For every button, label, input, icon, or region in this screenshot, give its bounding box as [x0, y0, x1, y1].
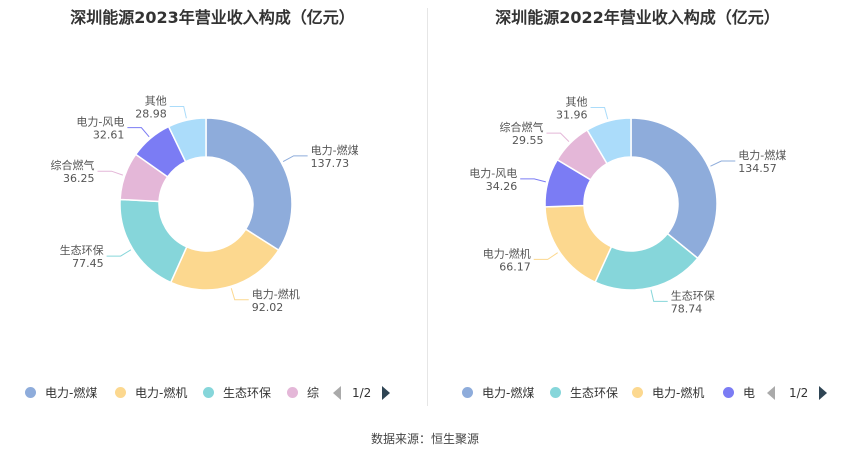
slice-value-label: 66.17	[499, 260, 531, 273]
slice-label: 其他	[145, 95, 167, 108]
legend-label: 电力-燃机	[652, 386, 705, 400]
label-leader-line	[590, 107, 609, 120]
legend: 电力-燃煤 生态环保 电力-燃机 电 1/2	[425, 384, 850, 402]
slice-value-label: 32.61	[93, 129, 125, 142]
legend-label: 生态环保	[570, 386, 619, 400]
slice-value-label: 134.57	[738, 162, 777, 175]
slice-value-label: 28.98	[135, 108, 167, 121]
chart-title: 深圳能源2022年营业收入构成（亿元）	[495, 8, 780, 27]
label-leader-line	[546, 132, 570, 142]
slice-value-label: 29.55	[512, 134, 544, 147]
label-leader-line	[710, 160, 736, 167]
legend: 电力-燃煤 电力-燃机 生态环保 综 1/2	[0, 384, 425, 402]
label-leader-line	[127, 127, 150, 138]
slice-label: 电力-风电	[76, 116, 124, 129]
pie-slice[interactable]	[586, 117, 632, 165]
label-leader-line	[520, 178, 546, 183]
legend-prev-icon[interactable]	[767, 386, 775, 400]
legend-pager: 1/2	[330, 384, 400, 402]
label-leader-line	[650, 289, 668, 302]
slice-value-label: 92.02	[252, 301, 284, 314]
pie-slice[interactable]	[167, 117, 207, 163]
label-leader-line	[282, 155, 308, 163]
legend-marker	[203, 387, 214, 398]
legend-marker	[115, 387, 126, 398]
legend-next-icon[interactable]	[819, 386, 827, 400]
legend-marker	[462, 387, 473, 398]
legend-item[interactable]: 电力-燃煤	[462, 384, 542, 402]
legend-pager: 1/2	[767, 384, 837, 402]
slice-label: 电力-燃煤	[311, 143, 359, 157]
slice-label: 综合燃气	[51, 158, 95, 172]
legend-label: 综	[307, 386, 320, 400]
legend-marker	[550, 387, 561, 398]
slice-label: 电力-风电	[469, 167, 517, 180]
legend-marker	[25, 387, 36, 398]
legend-item[interactable]: 生态环保	[203, 384, 283, 402]
legend-item[interactable]: 综	[287, 384, 327, 402]
slice-value-label: 34.26	[486, 180, 518, 193]
slice-label: 综合燃气	[499, 120, 543, 134]
legend-item[interactable]: 电力-燃机	[632, 384, 712, 402]
legend-next-icon[interactable]	[382, 386, 390, 400]
legend-page-indicator: 1/2	[789, 386, 809, 400]
legend-marker	[723, 387, 734, 398]
legend-marker	[632, 387, 643, 398]
label-leader-line	[106, 249, 132, 257]
legend-label: 电	[743, 386, 756, 400]
label-leader-line	[230, 288, 249, 301]
pie-slice[interactable]	[205, 117, 293, 252]
legend-item[interactable]: 电	[723, 384, 763, 402]
slice-label: 电力-燃机	[483, 246, 531, 260]
slice-value-label: 36.25	[63, 172, 95, 185]
pie-slice[interactable]	[630, 117, 718, 260]
label-leader-line	[169, 106, 187, 119]
legend-label: 电力-燃煤	[482, 386, 535, 400]
chart-panel-2022: 深圳能源2022年营业收入构成（亿元） 电力-燃煤 134.57 生态环保 78.74…	[425, 0, 850, 410]
slice-value-label: 137.73	[311, 157, 350, 170]
chart-panel-2023: 深圳能源2023年营业收入构成（亿元） 电力-燃煤 137.73 电力-燃机 92.0…	[0, 0, 425, 410]
panel-divider	[427, 8, 428, 406]
chart-title: 深圳能源2023年营业收入构成（亿元）	[70, 8, 355, 27]
slice-value-label: 78.74	[671, 302, 703, 315]
slice-value-label: 77.45	[72, 257, 104, 270]
legend-label: 电力-燃煤	[45, 386, 98, 400]
label-leader-line	[97, 170, 124, 176]
slice-label: 电力-燃机	[252, 287, 300, 301]
label-leader-line	[533, 252, 558, 260]
slice-label: 其他	[566, 96, 588, 109]
legend-item[interactable]: 生态环保	[550, 384, 630, 402]
slice-label: 电力-燃煤	[738, 148, 786, 162]
slice-label: 生态环保	[60, 243, 104, 257]
legend-item[interactable]: 电力-燃煤	[25, 384, 105, 402]
legend-prev-icon[interactable]	[333, 386, 341, 400]
slice-label: 生态环保	[671, 288, 715, 302]
legend-item[interactable]: 电力-燃机	[115, 384, 195, 402]
legend-label: 生态环保	[223, 386, 272, 400]
legend-marker	[287, 387, 298, 398]
legend-page-indicator: 1/2	[352, 386, 372, 400]
pie-slice[interactable]	[119, 198, 188, 284]
data-source-note: 数据来源：恒生聚源	[370, 432, 479, 446]
legend-label: 电力-燃机	[135, 386, 188, 400]
slice-value-label: 31.96	[556, 109, 588, 122]
